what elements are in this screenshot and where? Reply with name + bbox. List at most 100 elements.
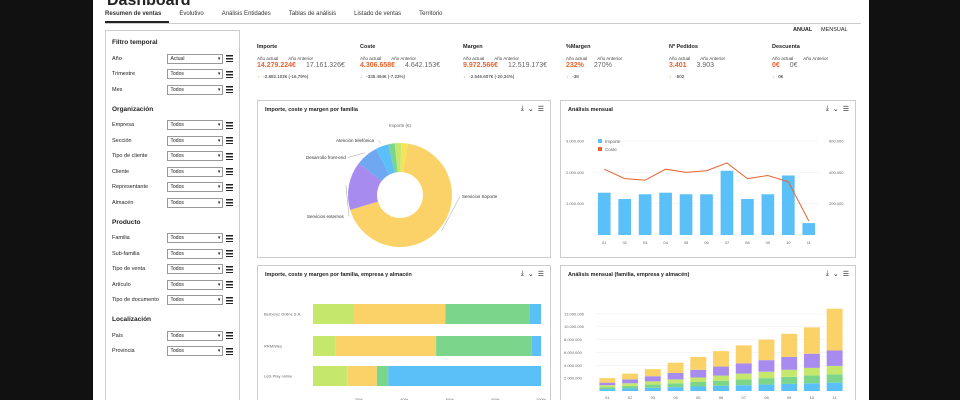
chevron-down-icon[interactable]: ⌄: [527, 106, 534, 113]
stacked-segment[interactable]: [758, 360, 775, 372]
stacked-segment[interactable]: [690, 356, 707, 370]
stacked-segment[interactable]: [313, 336, 336, 356]
stacked-segment[interactable]: [735, 385, 752, 391]
filter-select[interactable]: Todos ▾: [166, 182, 224, 193]
stacked-segment[interactable]: [758, 371, 775, 379]
stacked-segment[interactable]: [758, 339, 775, 361]
stacked-segment[interactable]: [826, 365, 843, 375]
list-icon[interactable]: [226, 265, 233, 273]
bar-importe[interactable]: [638, 194, 652, 235]
stacked-segment[interactable]: [690, 377, 707, 383]
stacked-segment[interactable]: [313, 366, 348, 386]
filter-select[interactable]: Todos ▾: [166, 233, 224, 244]
pie-slice[interactable]: [350, 143, 452, 247]
download-icon[interactable]: ⤓: [825, 105, 829, 112]
stacked-segment[interactable]: [781, 356, 798, 370]
bar-importe[interactable]: [741, 198, 754, 235]
list-icon[interactable]: [226, 234, 233, 242]
list-icon[interactable]: [226, 250, 233, 258]
stacked-segment[interactable]: [335, 336, 437, 356]
list-icon[interactable]: [226, 121, 233, 129]
stacked-segment[interactable]: [529, 304, 541, 324]
stacked-segment[interactable]: [826, 382, 843, 391]
list-icon[interactable]: [226, 70, 233, 78]
stacked-segment[interactable]: [599, 387, 616, 390]
stacked-segment[interactable]: [713, 380, 729, 386]
stacked-segment[interactable]: [644, 369, 661, 377]
stacked-segment[interactable]: [599, 378, 616, 383]
filter-select[interactable]: Actual ▾: [166, 53, 224, 64]
stacked-segment[interactable]: [599, 382, 616, 386]
stacked-segment[interactable]: [622, 388, 639, 391]
stacked-segment[interactable]: [445, 304, 530, 324]
stacked-segment[interactable]: [758, 378, 775, 385]
tab-analisis-entidades[interactable]: Análisis Entidades: [221, 11, 271, 17]
list-icon[interactable]: [226, 281, 233, 289]
download-icon[interactable]: ⤓: [825, 270, 829, 277]
stacked-segment[interactable]: [781, 383, 798, 391]
period-annual-toggle[interactable]: ANUAL: [793, 27, 813, 33]
stacked-segment[interactable]: [667, 379, 684, 384]
filter-select[interactable]: Todos ▾: [166, 69, 224, 80]
bar-importe[interactable]: [720, 170, 734, 235]
filter-select[interactable]: Todos ▾: [166, 264, 224, 275]
tab-evolutivo[interactable]: Evolutivo: [179, 11, 204, 17]
filter-select[interactable]: Todos ▾: [166, 197, 224, 208]
stacked-segment[interactable]: [347, 366, 377, 386]
stacked-segment[interactable]: [622, 383, 639, 386]
filter-select[interactable]: Todos ▾: [166, 166, 224, 177]
stacked-segment[interactable]: [388, 366, 541, 386]
stacked-segment[interactable]: [436, 336, 532, 356]
pie-slice[interactable]: [376, 144, 395, 175]
list-icon[interactable]: [226, 168, 233, 176]
stacked-segment[interactable]: [758, 384, 775, 391]
bar-importe[interactable]: [659, 192, 672, 235]
stacked-segment[interactable]: [667, 383, 684, 388]
list-icon[interactable]: [226, 296, 233, 304]
bar-importe[interactable]: [761, 194, 775, 235]
filter-select[interactable]: Todos ▾: [166, 295, 224, 306]
stacked-segment[interactable]: [313, 304, 355, 324]
list-icon[interactable]: [226, 86, 233, 94]
bar-importe[interactable]: [802, 223, 816, 235]
filter-select[interactable]: Todos ▾: [166, 84, 224, 95]
stacked-segment[interactable]: [667, 373, 684, 380]
list-icon[interactable]: [226, 55, 233, 63]
list-icon[interactable]: [226, 332, 233, 340]
bar-importe[interactable]: [679, 194, 693, 235]
stacked-segment[interactable]: [803, 367, 820, 376]
stacked-segment[interactable]: [667, 387, 684, 391]
stacked-segment[interactable]: [644, 376, 661, 382]
list-icon[interactable]: [226, 199, 233, 207]
stacked-segment[interactable]: [644, 387, 661, 391]
download-icon[interactable]: ⤓: [520, 270, 524, 277]
stacked-segment[interactable]: [735, 379, 752, 386]
stacked-segment[interactable]: [622, 373, 639, 380]
tab-resumen[interactable]: Resumen de ventas: [105, 10, 170, 23]
stacked-segment[interactable]: [531, 336, 541, 356]
stacked-segment[interactable]: [826, 374, 843, 383]
stacked-segment[interactable]: [354, 304, 446, 324]
stacked-segment[interactable]: [713, 385, 729, 391]
stacked-segment[interactable]: [690, 386, 707, 392]
filter-select[interactable]: Todos ▾: [166, 151, 224, 162]
stacked-segment[interactable]: [735, 373, 752, 380]
stacked-segment[interactable]: [781, 369, 798, 377]
list-icon[interactable]: [226, 347, 233, 355]
period-monthly-toggle[interactable]: MENSUAL: [821, 27, 848, 33]
bar-importe[interactable]: [597, 192, 611, 235]
stacked-segment[interactable]: [735, 345, 752, 364]
stacked-segment[interactable]: [622, 379, 639, 384]
stacked-segment[interactable]: [713, 351, 729, 367]
tab-territorio[interactable]: Territorio: [419, 11, 443, 17]
stacked-segment[interactable]: [599, 389, 616, 391]
filter-select[interactable]: Todos ▾: [166, 279, 224, 290]
menu-icon[interactable]: ☰: [537, 271, 544, 278]
stacked-segment[interactable]: [599, 385, 616, 388]
tab-tablas[interactable]: Tablas de análisis: [288, 11, 337, 17]
filter-select[interactable]: Todos ▾: [166, 248, 224, 259]
filter-select[interactable]: Todos ▾: [166, 330, 224, 341]
filter-select[interactable]: Todos ▾: [166, 135, 224, 146]
stacked-segment[interactable]: [644, 384, 661, 388]
stacked-segment[interactable]: [713, 375, 729, 381]
